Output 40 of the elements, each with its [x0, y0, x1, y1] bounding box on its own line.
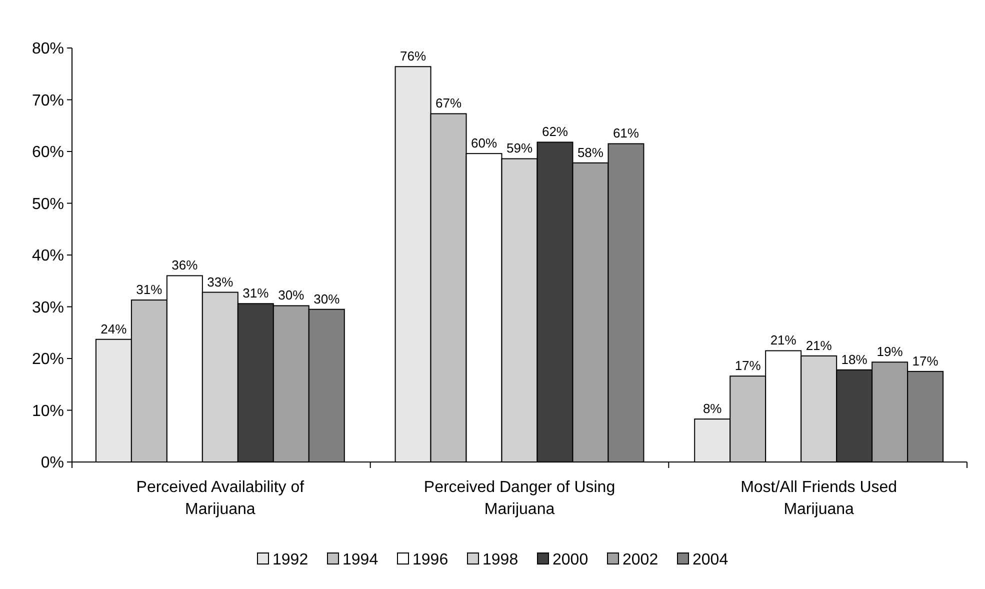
data-label: 76%: [400, 48, 426, 64]
x-tick-label: Perceived Availability of Marijuana: [136, 479, 305, 518]
y-tick-label: 50%: [32, 196, 64, 213]
legend-label: 1998: [482, 552, 518, 569]
data-label: 67%: [436, 96, 462, 111]
y-tick-label: 80%: [32, 40, 64, 58]
y-tick-label: 40%: [32, 248, 64, 265]
y-tick-label: 10%: [32, 402, 64, 420]
data-label: 62%: [542, 124, 568, 140]
data-label: 60%: [470, 136, 498, 151]
y-tick-label: 70%: [32, 92, 64, 110]
data-label: 21%: [806, 338, 832, 353]
data-label: 31%: [242, 286, 270, 301]
data-label: 61%: [612, 126, 640, 141]
data-label: 33%: [207, 274, 234, 290]
x-tick-label: Most/All Friends Used Marijuana: [740, 479, 898, 518]
data-label: 24%: [100, 321, 128, 336]
y-tick-label: 0%: [40, 454, 64, 472]
data-label: 8%: [702, 401, 722, 416]
data-label: 31%: [136, 282, 163, 298]
data-label: 30%: [278, 288, 305, 303]
legend-label: 1992: [272, 552, 308, 569]
legend-label: 2004: [692, 552, 728, 569]
data-label: 17%: [912, 353, 939, 368]
y-tick-label: 60%: [32, 144, 64, 162]
y-tick-label: 20%: [32, 351, 64, 368]
x-tick-label: Perceived Danger of Using Marijuana: [424, 479, 616, 518]
legend-label: 1994: [342, 552, 378, 569]
legend-label: 2002: [622, 552, 658, 569]
data-label: 17%: [734, 358, 762, 374]
data-label: 21%: [770, 332, 797, 348]
y-tick-label: 30%: [32, 299, 64, 316]
data-label: 19%: [876, 344, 904, 360]
data-label: 18%: [841, 352, 868, 367]
data-label: 58%: [577, 144, 604, 160]
legend-label: 1996: [412, 552, 448, 569]
data-label: 36%: [172, 258, 198, 273]
legend-label: 2000: [552, 552, 588, 569]
data-label: 30%: [314, 291, 340, 306]
data-label: 59%: [506, 140, 533, 156]
